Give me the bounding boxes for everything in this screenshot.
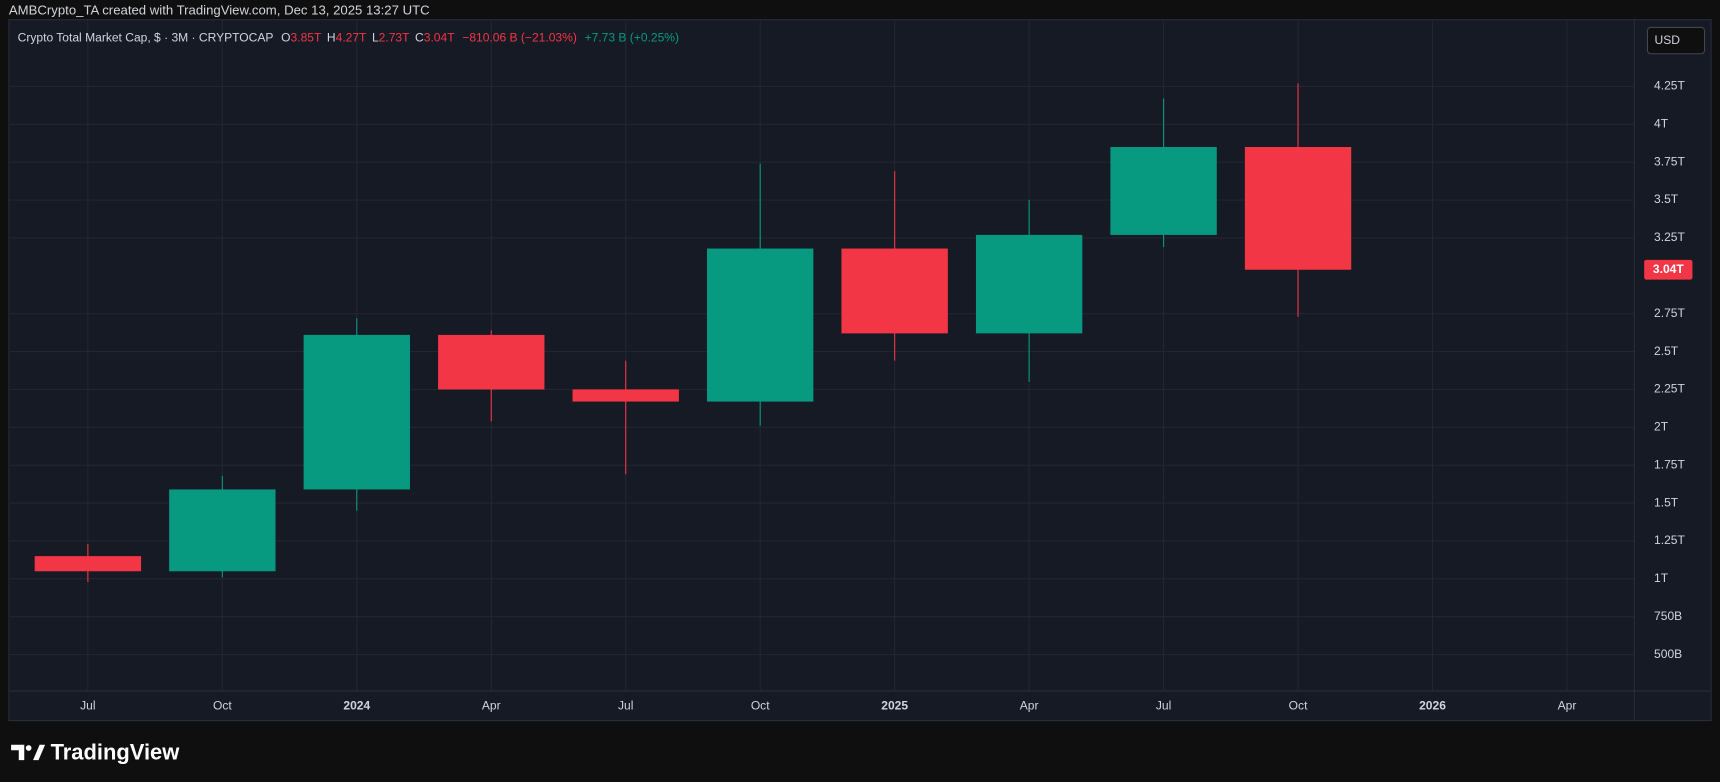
- x-tick-label: Jul: [80, 699, 95, 713]
- y-tick-label: 750B: [1654, 609, 1682, 623]
- ohlc-value: 4.27T: [336, 31, 367, 45]
- grid: 500B 750B 1T 1.25T 1.5T 1.75T 2T 2.25T 2.5T 2.75T…: [8, 19, 1712, 721]
- candle-body: [572, 389, 679, 402]
- volume-change: +7.73 B (+0.25%): [585, 31, 679, 45]
- candle-body: [303, 334, 410, 490]
- x-tick-label: Jul: [1156, 699, 1171, 713]
- ohlc-key: C: [415, 31, 424, 45]
- y-tick-label: 2.75T: [1654, 306, 1685, 320]
- y-tick-label: 2T: [1654, 420, 1669, 434]
- ohlc-value: 2.73T: [379, 31, 410, 45]
- x-tick-label: 2024: [343, 699, 370, 713]
- candle-body: [1244, 147, 1352, 270]
- ohlc-value: 3.04T: [424, 31, 455, 45]
- x-tick-label: 2026: [1419, 699, 1446, 713]
- y-tick-label: 1.75T: [1654, 457, 1685, 471]
- author-line: AMBCrypto_TA created with TradingView.co…: [9, 2, 430, 17]
- candle-body: [169, 489, 276, 572]
- x-tick-label: Oct: [1289, 699, 1308, 713]
- x-tick-label: Apr: [1558, 699, 1577, 713]
- ohlc-key: O: [281, 31, 290, 45]
- y-tick-label: 4T: [1654, 116, 1669, 130]
- y-tick-label: 1T: [1654, 571, 1669, 585]
- change: −810.06 B (−21.03%): [462, 31, 577, 45]
- y-tick-label: 2.5T: [1654, 344, 1679, 358]
- symbol: Crypto Total Market Cap, $ · 3M · CRYPTO…: [18, 31, 274, 45]
- candle-body: [841, 248, 948, 334]
- y-tick-label: 3.5T: [1654, 192, 1679, 206]
- ohlc-value: 3.85T: [291, 31, 322, 45]
- brand-logo: [11, 744, 46, 761]
- candle-body: [975, 234, 1083, 334]
- y-tick-label: 500B: [1654, 647, 1682, 661]
- currency-label[interactable]: USD: [1655, 33, 1681, 47]
- y-tick-label: 1.25T: [1654, 533, 1685, 547]
- x-tick-label: Oct: [751, 699, 770, 713]
- ohlc-key: H: [327, 31, 336, 45]
- candles: 3.04T: [34, 83, 1693, 582]
- x-tick-label: 2025: [881, 699, 908, 713]
- ohlc-key: L: [372, 31, 379, 45]
- currency-button[interactable]: [1646, 26, 1706, 55]
- x-tick-label: Apr: [1020, 699, 1039, 713]
- candle-body: [1110, 147, 1217, 235]
- y-tick-label: 3.25T: [1654, 230, 1685, 244]
- brand-name: TradingView: [51, 739, 181, 764]
- x-tick-label: Apr: [482, 699, 501, 713]
- last-price-badge: [1644, 259, 1693, 280]
- y-tick-label: 4.25T: [1654, 79, 1685, 93]
- x-tick-label: Jul: [618, 699, 633, 713]
- candle-body: [707, 248, 814, 402]
- legend: Crypto Total Market Cap, $ · 3M · CRYPTO…: [18, 31, 679, 45]
- chart-panel: [8, 19, 1712, 722]
- y-tick-label: 1.5T: [1654, 495, 1679, 509]
- y-tick-label: 2.25T: [1654, 382, 1685, 396]
- x-tick-label: Oct: [213, 699, 232, 713]
- y-tick-label: 3.75T: [1654, 154, 1685, 168]
- candle-body: [34, 556, 142, 572]
- last-price-label: 3.04T: [1653, 262, 1684, 276]
- candle-body: [438, 334, 545, 390]
